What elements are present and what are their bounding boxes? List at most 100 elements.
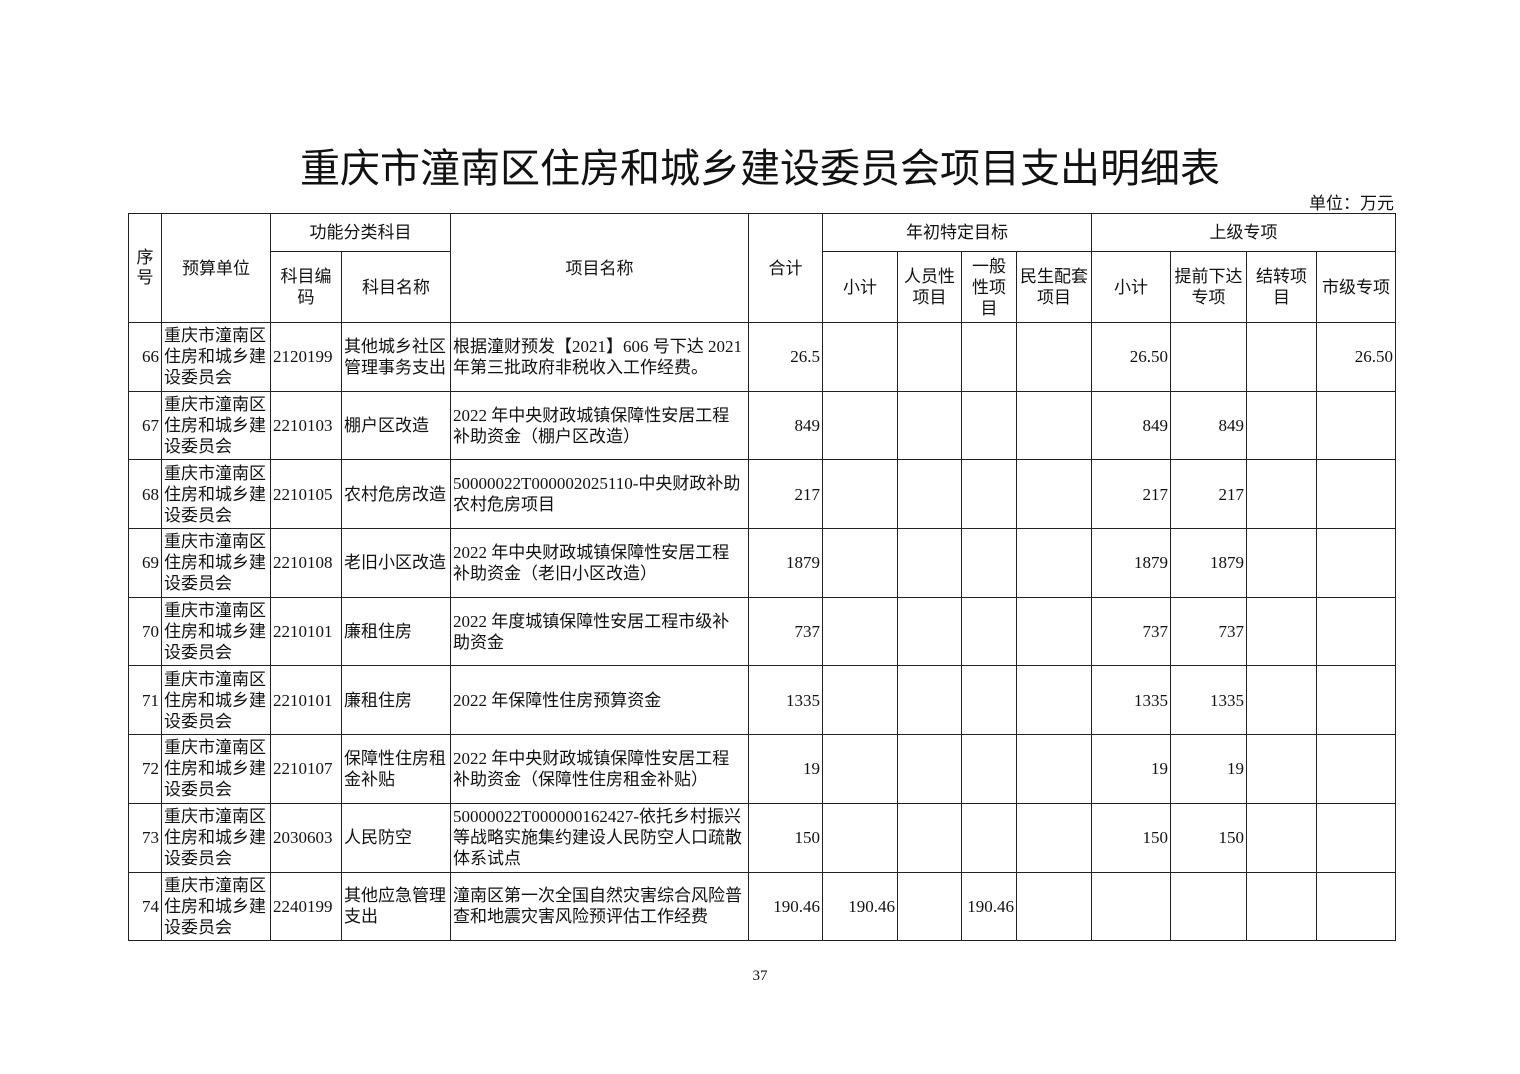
cell-personnel [897, 596, 962, 667]
cell-carryover [1246, 871, 1317, 942]
cell-upper-subtotal: 26.50 [1091, 322, 1171, 392]
table-row: 74 重庆市潼南区住房和城乡建设委员会 2240199 其他应急管理支出 潼南区第一次全… [128, 871, 1396, 942]
table-row: 68 重庆市潼南区住房和城乡建设委员会 2210105 农村危房改造 50000022T… [128, 459, 1396, 530]
cell-target-subtotal [822, 734, 898, 804]
cell-target-subtotal: 190.46 [822, 871, 898, 942]
cell-general [961, 596, 1017, 667]
cell-general [961, 459, 1017, 530]
cell-code: 2210107 [270, 734, 342, 804]
cell-city [1316, 596, 1396, 667]
cell-project: 潼南区第一次全国自然灾害综合风险普查和地震灾害风险预评估工作经费 [450, 871, 749, 942]
cell-livelihood [1016, 734, 1092, 804]
cell-personnel [897, 802, 962, 873]
cell-unit: 重庆市潼南区住房和城乡建设委员会 [161, 734, 271, 804]
cell-advance [1170, 322, 1247, 392]
page-title: 重庆市潼南区住房和城乡建设委员会项目支出明细表 [300, 146, 1220, 192]
cell-general [961, 734, 1017, 804]
cell-target-subtotal [822, 802, 898, 873]
header-target-subtotal: 小计 [822, 251, 898, 323]
page-number: 37 [752, 968, 768, 984]
cell-total: 150 [748, 802, 823, 873]
cell-general [961, 802, 1017, 873]
cell-livelihood [1016, 802, 1092, 873]
cell-seq: 73 [128, 802, 162, 873]
cell-unit: 重庆市潼南区住房和城乡建设委员会 [161, 871, 271, 942]
cell-code: 2210105 [270, 459, 342, 530]
cell-carryover [1246, 390, 1317, 461]
cell-livelihood [1016, 528, 1092, 598]
cell-upper-subtotal: 737 [1091, 596, 1171, 667]
cell-livelihood [1016, 390, 1092, 461]
table-row: 72 重庆市潼南区住房和城乡建设委员会 2210107 保障性住房租金补贴 2022 年… [128, 734, 1396, 804]
cell-code: 2210101 [270, 596, 342, 667]
cell-general [961, 322, 1017, 392]
header-city: 市级专项 [1316, 251, 1396, 323]
header-target-group: 年初特定目标 [822, 213, 1092, 252]
header-upper-group: 上级专项 [1091, 213, 1396, 252]
cell-project: 2022 年中央财政城镇保障性安居工程补助资金（保障性住房租金补贴） [450, 734, 749, 804]
cell-target-subtotal [822, 665, 898, 736]
cell-total: 849 [748, 390, 823, 461]
cell-livelihood [1016, 596, 1092, 667]
cell-seq: 66 [128, 322, 162, 392]
cell-upper-subtotal: 1335 [1091, 665, 1171, 736]
cell-advance [1170, 871, 1247, 942]
table-row: 71 重庆市潼南区住房和城乡建设委员会 2210101 廉租住房 2022 年保障性住房… [128, 665, 1396, 736]
cell-carryover [1246, 596, 1317, 667]
cell-personnel [897, 871, 962, 942]
cell-upper-subtotal: 217 [1091, 459, 1171, 530]
header-personnel: 人员性项目 [897, 251, 962, 323]
cell-livelihood [1016, 665, 1092, 736]
cell-target-subtotal [822, 459, 898, 530]
header-advance: 提前下达专项 [1170, 251, 1247, 323]
header-subject: 科目名称 [341, 251, 451, 323]
header-code: 科目编码 [270, 251, 342, 323]
cell-subject: 农村危房改造 [341, 459, 451, 530]
cell-subject: 保障性住房租金补贴 [341, 734, 451, 804]
table-row: 70 重庆市潼南区住房和城乡建设委员会 2210101 廉租住房 2022 年度城镇保障… [128, 596, 1396, 667]
cell-advance: 217 [1170, 459, 1247, 530]
table-row: 67 重庆市潼南区住房和城乡建设委员会 2210103 棚户区改造 2022 年中央财政… [128, 390, 1396, 461]
cell-seq: 69 [128, 528, 162, 598]
cell-subject: 廉租住房 [341, 596, 451, 667]
header-general: 一般性项目 [961, 251, 1017, 323]
cell-upper-subtotal [1091, 871, 1171, 942]
cell-city [1316, 665, 1396, 736]
cell-general [961, 528, 1017, 598]
cell-carryover [1246, 322, 1317, 392]
cell-advance: 1879 [1170, 528, 1247, 598]
cell-unit: 重庆市潼南区住房和城乡建设委员会 [161, 322, 271, 392]
cell-personnel [897, 322, 962, 392]
cell-total: 1879 [748, 528, 823, 598]
cell-total: 737 [748, 596, 823, 667]
cell-total: 19 [748, 734, 823, 804]
cell-advance: 19 [1170, 734, 1247, 804]
cell-code: 2120199 [270, 322, 342, 392]
cell-upper-subtotal: 150 [1091, 802, 1171, 873]
cell-livelihood [1016, 459, 1092, 530]
cell-target-subtotal [822, 390, 898, 461]
table-row: 73 重庆市潼南区住房和城乡建设委员会 2030603 人民防空 50000022T00… [128, 802, 1396, 873]
header-carryover: 结转项目 [1246, 251, 1317, 323]
cell-target-subtotal [822, 596, 898, 667]
cell-total: 217 [748, 459, 823, 530]
project-expenditure-table: 序号 预算单位 功能分类科目 项目名称 合计 年初特定目标 上级专项 科目编码 … [128, 213, 1396, 942]
cell-advance: 1335 [1170, 665, 1247, 736]
cell-city [1316, 459, 1396, 530]
cell-unit: 重庆市潼南区住房和城乡建设委员会 [161, 459, 271, 530]
cell-project: 50000022T000000162427-依托乡村振兴等战略实施集约建设人民防… [450, 802, 749, 873]
cell-personnel [897, 734, 962, 804]
cell-carryover [1246, 734, 1317, 804]
cell-city [1316, 734, 1396, 804]
cell-code: 2210101 [270, 665, 342, 736]
cell-code: 2030603 [270, 802, 342, 873]
cell-upper-subtotal: 849 [1091, 390, 1171, 461]
cell-total: 190.46 [748, 871, 823, 942]
cell-target-subtotal [822, 322, 898, 392]
table-row: 69 重庆市潼南区住房和城乡建设委员会 2210108 老旧小区改造 2022 年中央财… [128, 528, 1396, 598]
cell-city [1316, 390, 1396, 461]
cell-advance: 849 [1170, 390, 1247, 461]
cell-unit: 重庆市潼南区住房和城乡建设委员会 [161, 665, 271, 736]
cell-upper-subtotal: 19 [1091, 734, 1171, 804]
cell-seq: 70 [128, 596, 162, 667]
